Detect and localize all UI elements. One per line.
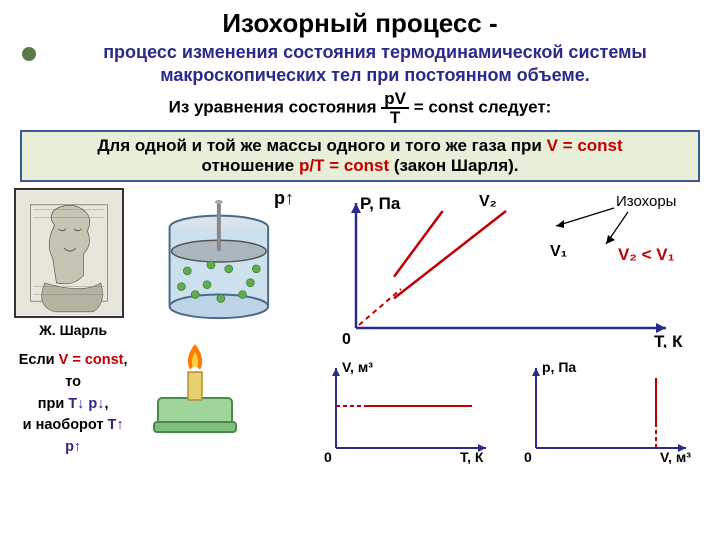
pressure-arrow-label: p↑ — [274, 188, 294, 209]
svg-text:Т, К: Т, К — [654, 332, 683, 348]
cond-2c: , — [105, 396, 109, 412]
page-title: Изохорный процесс - — [14, 8, 706, 39]
cylinder-diagram — [140, 192, 298, 330]
eq-prefix: Из уравнения состояния — [169, 97, 382, 116]
svg-text:p, Па: p, Па — [542, 359, 576, 375]
eq-den: T — [381, 109, 409, 126]
portrait-name: Ж. Шарль — [14, 322, 132, 338]
svg-text:0: 0 — [342, 331, 351, 348]
isochore-chart: P, Па Т, К 0 V₂ V₁ Изохоры V₂ < V₁ — [306, 188, 706, 348]
pv-chart: p, Па V, м³ 0 — [506, 352, 696, 464]
svg-text:P, Па: P, Па — [360, 194, 401, 213]
subtitle-row: процесс изменения состояния термодинамич… — [14, 41, 706, 86]
law-l1a: Для одной и той же массы одного и того ж… — [97, 136, 546, 155]
law-l1b: V = const — [547, 136, 623, 155]
law-l2a: отношение — [201, 156, 298, 175]
eq-suffix: = const следует: — [414, 97, 552, 116]
law-l2b: p/T = const — [299, 156, 389, 175]
condition-text: Если V = const, то при Т↓ р↓, и наоборот… — [14, 350, 132, 459]
cond-1a: Если — [19, 352, 59, 368]
subtitle-line1: процесс изменения состояния термодинамич… — [103, 42, 647, 62]
cond-2b: Т↓ р↓ — [68, 396, 104, 412]
eq-fraction: pV T — [381, 90, 409, 126]
cond-1b: V = const — [59, 352, 124, 368]
vt-chart: V, м³ Т, К 0 — [306, 352, 496, 464]
eq-num: pV — [381, 90, 409, 109]
svg-text:Изохоры: Изохоры — [616, 193, 676, 210]
bullet-icon — [22, 47, 36, 61]
law-box: Для одной и той же массы одного и того ж… — [20, 130, 700, 182]
cond-3a: и наоборот — [23, 417, 108, 433]
svg-text:V, м³: V, м³ — [660, 449, 691, 464]
law-l2c: (закон Шарля). — [389, 156, 518, 175]
svg-text:0: 0 — [524, 449, 532, 464]
burner-diagram — [140, 338, 250, 438]
svg-text:0: 0 — [324, 449, 332, 464]
svg-text:V₂: V₂ — [479, 193, 497, 210]
equation-line: Из уравнения состояния pV T = const след… — [14, 90, 706, 126]
svg-text:V, м³: V, м³ — [342, 359, 373, 375]
cond-2a: при — [38, 396, 69, 412]
svg-text:V₂ < V₁: V₂ < V₁ — [618, 245, 675, 264]
portrait-charles — [14, 188, 124, 318]
svg-text:Т, К: Т, К — [460, 449, 484, 464]
svg-text:V₁: V₁ — [550, 243, 568, 260]
subtitle-line2: макроскопических тел при постоянном объе… — [160, 65, 589, 85]
